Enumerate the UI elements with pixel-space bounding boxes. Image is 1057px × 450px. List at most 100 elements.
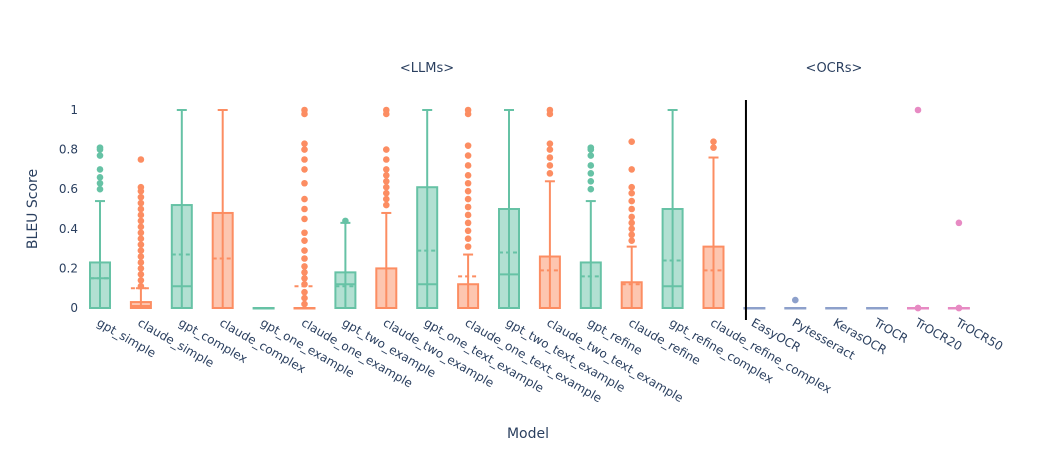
y-tick-label: 0.6 <box>59 182 78 196</box>
outlier-point <box>301 106 308 114</box>
outlier-point <box>137 235 145 242</box>
outlier-point <box>464 219 472 227</box>
outlier-point <box>301 247 308 254</box>
outlier-point <box>137 193 145 201</box>
outlier-point <box>96 166 104 173</box>
outlier-point <box>587 144 595 151</box>
outlier-point <box>383 177 390 185</box>
outlier-point <box>628 197 635 205</box>
outlier-point <box>546 162 554 169</box>
outlier-point <box>628 231 635 239</box>
outlier-point <box>955 304 963 312</box>
y-tick-label: 0.8 <box>59 143 78 157</box>
outlier-point <box>301 269 308 276</box>
outlier-point <box>587 170 595 177</box>
outlier-point <box>137 253 145 260</box>
outlier-point <box>137 183 145 191</box>
outlier-point <box>301 294 308 302</box>
outlier-point <box>383 156 390 163</box>
outlier-point <box>137 282 145 290</box>
outlier-point <box>914 304 922 312</box>
outlier-point <box>383 172 390 179</box>
outlier-point <box>137 247 145 254</box>
outlier-point <box>464 106 472 114</box>
outlier-point <box>628 205 635 213</box>
outlier-point <box>587 152 595 159</box>
plot-area: 00.20.40.60.81gpt_simpleclaude_simplegpt… <box>59 61 1005 405</box>
outlier-point <box>301 166 308 173</box>
y-tick-label: 1 <box>70 103 78 117</box>
group-label-llms: <LLMs> <box>400 61 454 76</box>
outlier-point <box>546 140 554 147</box>
outlier-point <box>383 183 390 191</box>
outlier-point <box>301 288 308 296</box>
outlier-point <box>464 152 472 159</box>
outlier-point <box>137 229 145 237</box>
outlier-point <box>587 162 595 169</box>
outlier-point <box>628 213 635 221</box>
outlier-point <box>301 146 308 153</box>
box <box>620 281 643 310</box>
y-axis-title: BLEU Score <box>25 169 41 249</box>
outlier-point <box>792 296 799 304</box>
outlier-point <box>464 227 472 235</box>
outlier-point <box>383 195 390 203</box>
outlier-point <box>137 205 145 213</box>
box <box>457 283 480 309</box>
y-tick-label: 0.4 <box>59 222 78 236</box>
x-axis-title: Model <box>507 426 549 442</box>
box <box>702 245 725 309</box>
outlier-point <box>710 138 717 145</box>
outlier-point <box>546 154 554 161</box>
outlier-point <box>137 271 145 278</box>
outlier-point <box>383 106 390 114</box>
outlier-point <box>137 199 145 207</box>
outlier-point <box>301 280 308 288</box>
outlier-point <box>383 166 390 173</box>
outlier-point <box>137 211 145 219</box>
outlier-point <box>301 205 308 213</box>
outlier-point <box>464 187 472 195</box>
outlier-point <box>137 241 145 248</box>
outlier-point <box>464 162 472 169</box>
outlier-point <box>301 237 308 244</box>
outlier-point <box>301 300 308 308</box>
y-tick-label: 0.2 <box>59 261 78 275</box>
outlier-point <box>587 185 595 193</box>
outlier-point <box>464 172 472 179</box>
box <box>661 208 684 309</box>
outlier-point <box>546 106 554 114</box>
outlier-point <box>464 203 472 211</box>
outlier-point <box>301 195 308 203</box>
outlier-point <box>628 166 635 173</box>
outlier-point <box>137 156 145 163</box>
box <box>538 255 561 309</box>
outlier-point <box>96 179 104 187</box>
outlier-point <box>137 217 145 225</box>
outlier-point <box>301 215 308 223</box>
outlier-point <box>710 144 717 151</box>
outlier-point <box>464 179 472 187</box>
box <box>375 267 398 309</box>
box <box>416 186 439 309</box>
outlier-point <box>628 138 635 145</box>
outlier-point <box>137 223 145 231</box>
outlier-point <box>464 235 472 242</box>
outlier-point <box>137 259 145 266</box>
box <box>211 211 234 310</box>
outlier-point <box>383 146 390 153</box>
outlier-point <box>301 229 308 237</box>
outlier-point <box>546 170 554 177</box>
outlier-point <box>914 106 922 114</box>
box <box>89 261 111 309</box>
outlier-point <box>383 189 390 197</box>
outlier-point <box>587 177 595 185</box>
box <box>579 261 602 309</box>
outlier-point <box>301 275 308 282</box>
outlier-point <box>383 201 390 209</box>
outlier-point <box>546 146 554 153</box>
outlier-point <box>628 219 635 227</box>
box <box>170 204 193 309</box>
outlier-point <box>955 219 963 227</box>
